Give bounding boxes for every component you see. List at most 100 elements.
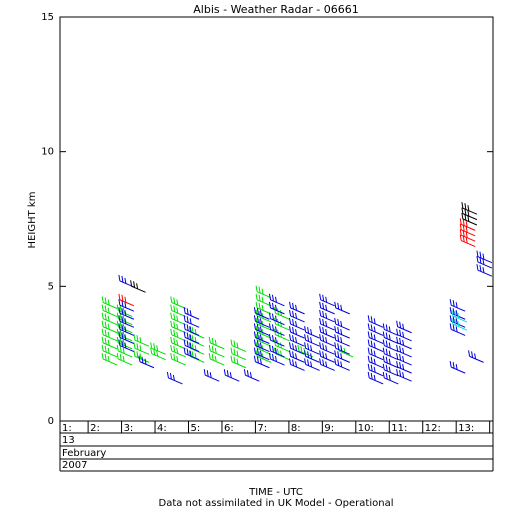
wind-barb [451,317,468,331]
x-tick-label: 12: [425,423,441,434]
wind-barb [319,350,335,363]
wind-barb [289,309,305,323]
wind-barb [334,350,350,363]
wind-barb [319,293,335,307]
wind-barb [382,347,399,361]
wind-barb [382,355,399,369]
x-tick-label: 6: [224,423,234,434]
wind-barb [183,323,200,336]
x-tick-label: 13: [458,423,474,434]
wind-barb [461,207,478,221]
wind-barb [268,312,285,326]
wind-barb [243,369,260,382]
wind-barb [133,334,150,347]
wind-barb [304,334,320,347]
wind-barb [118,274,135,288]
wind-barb [459,229,476,242]
wind-barb [255,334,272,347]
wind-barb [334,334,350,347]
date-year: 2007 [62,460,87,471]
wind-barb [255,317,272,331]
y-tick-label: 10 [41,147,54,158]
wind-barb [289,326,305,339]
wind-barb [449,299,466,312]
wind-barb [138,355,155,369]
wind-barb [116,344,133,358]
wind-barb [230,355,247,369]
wind-barb [118,339,135,353]
wind-barb [253,347,270,361]
wind-barb [319,342,335,355]
wind-barb [268,334,285,347]
wind-barb [382,339,399,353]
wind-barb [319,317,335,331]
wind-barb [170,344,186,358]
wind-barb [253,331,270,344]
wind-barb [255,285,272,299]
wind-barb [297,344,314,358]
wind-barb [150,342,166,355]
wind-barb [367,355,384,369]
wind-barb [367,331,384,344]
wind-barb [468,350,484,363]
wind-barb [230,347,247,361]
wind-barb [459,234,476,248]
wind-barb [183,339,200,353]
wind-barb [170,296,186,309]
wind-barb [255,342,272,355]
wind-barb [130,280,146,293]
wind-barb [101,304,118,318]
wind-barb [334,301,350,315]
wind-barb [451,309,468,323]
y-tick-label: 5 [48,281,54,292]
x-tick-label: 1: [62,423,72,434]
x-axis-label: TIME - UTC [248,487,303,498]
wind-barb [118,293,135,307]
x-tick-label: 10: [358,423,374,434]
wind-barb [396,336,412,350]
wind-barb [367,363,384,377]
wind-barb [208,352,225,366]
wind-barb [396,352,412,366]
wind-barb [396,328,412,342]
wind-barb [334,342,350,355]
wind-barb [208,336,225,350]
wind-barb [268,323,285,336]
wind-barb [461,202,478,215]
wind-barb [396,369,412,382]
wind-barb [253,323,270,336]
wind-barb [382,323,399,336]
wind-barb [319,301,335,315]
date-month: February [62,448,106,459]
wind-barb [367,315,384,328]
wind-barb [304,350,320,363]
wind-barb [255,301,272,315]
y-tick-label: 0 [48,416,54,427]
wind-barb [166,371,183,385]
wind-barb [170,304,186,318]
wind-barb [101,312,118,326]
wind-barb [170,352,186,366]
wind-barb [367,371,384,385]
wind-barb [253,315,270,328]
wind-barb [203,369,220,382]
x-tick-label: 7: [257,423,267,434]
wind-barb [459,223,476,237]
wind-barb [289,350,305,363]
wind-barb [255,293,272,307]
plot-frame [59,16,494,422]
wind-barb [208,344,225,358]
wind-barb [118,331,135,344]
wind-barb [334,317,350,331]
wind-barb [101,336,118,350]
wind-barb [101,352,118,366]
wind-barb [133,342,150,355]
wind-barb [382,371,399,385]
wind-barb [116,352,133,366]
wind-barb [101,320,118,334]
x-tick-label: 9: [324,423,334,434]
wind-barb [396,320,412,334]
y-axis-label: HEIGHT km [27,192,38,249]
wind-barb [396,344,412,358]
